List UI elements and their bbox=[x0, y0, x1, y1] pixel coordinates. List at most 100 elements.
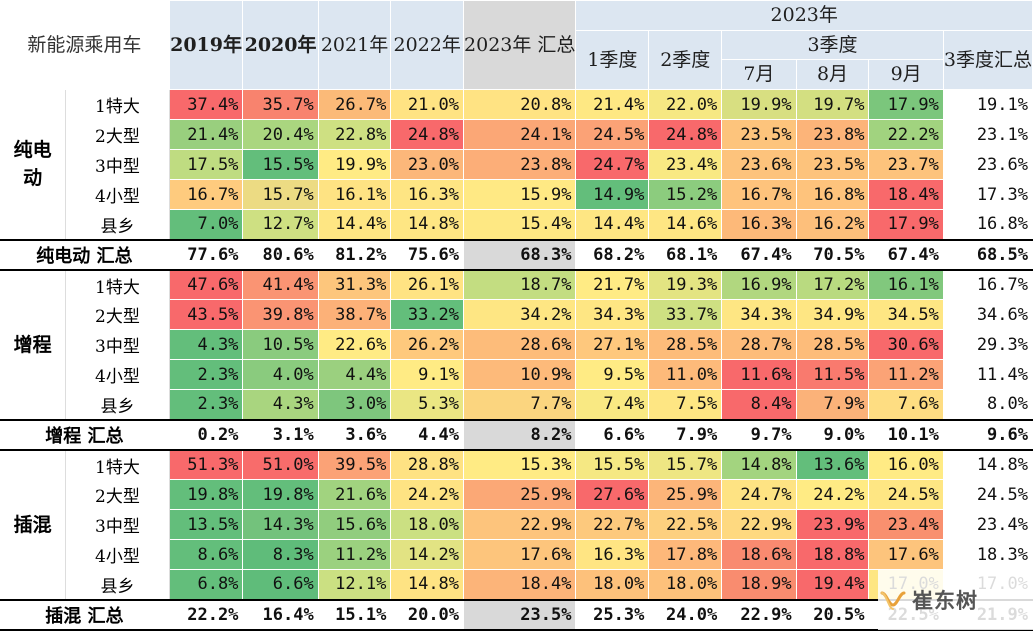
value-cell: 23.4% bbox=[942, 509, 1033, 540]
value-cell: 11.2% bbox=[317, 539, 392, 570]
value-cell: 7.4% bbox=[575, 389, 650, 420]
value-cell: 22.7% bbox=[575, 509, 650, 540]
value-cell: 28.6% bbox=[463, 329, 577, 360]
value-cell: 22.6% bbox=[317, 329, 392, 360]
table-row: 县乡 7.0% 12.7% 14.4% 14.8% 15.4% 14.4% 14.6% 16.3… bbox=[0, 209, 1033, 240]
value-cell: 17.6% bbox=[463, 539, 577, 570]
group-label: 纯电动 bbox=[0, 89, 67, 240]
value-cell: 34.5% bbox=[868, 299, 944, 330]
value-cell: 22.0% bbox=[648, 89, 723, 120]
watermark: 崔东树 bbox=[878, 570, 1033, 630]
value-cell: 15.6% bbox=[317, 509, 392, 540]
year-2022-header: 2022年 bbox=[390, 0, 465, 90]
value-cell: 8.0% bbox=[942, 389, 1033, 420]
value-cell: 22.9% bbox=[463, 509, 577, 540]
value-cell: 12.7% bbox=[242, 209, 319, 240]
total-cell: 68.5% bbox=[942, 238, 1033, 271]
value-cell: 4.0% bbox=[242, 359, 319, 390]
total-cell: 20.0% bbox=[390, 598, 465, 631]
table-row: 县乡 2.3% 4.3% 3.0% 5.3% 7.7% 7.4% 7.5% 8.4% 7.9% 7.… bbox=[0, 389, 1033, 420]
table-row: 2大型 21.4% 20.4% 22.8% 24.8% 24.1% 24.5% 24.8% 23… bbox=[0, 119, 1033, 150]
q3-header: 3季度 bbox=[721, 30, 944, 60]
value-cell: 30.6% bbox=[868, 329, 944, 360]
group-label: 插混 bbox=[0, 449, 67, 600]
value-cell: 41.4% bbox=[242, 269, 319, 300]
value-cell: 38.7% bbox=[317, 299, 392, 330]
total-row: 增程 汇总 0.2% 3.1% 3.6% 4.4% 8.2% 6.6% 7.9% 9.7% 9.0… bbox=[0, 418, 1033, 451]
value-cell: 21.6% bbox=[317, 479, 392, 510]
value-cell: 16.7% bbox=[168, 179, 244, 210]
value-cell: 18.0% bbox=[575, 569, 650, 600]
year-2020-header: 2020年 bbox=[242, 0, 319, 90]
summary-2023-header: 2023年 汇总 bbox=[463, 0, 577, 90]
total-cell: 22.9% bbox=[721, 598, 797, 631]
table-row: 4小型 16.7% 15.7% 16.1% 16.3% 15.9% 14.9% 15.2% 16… bbox=[0, 179, 1033, 210]
year-2019-header: 2019年 bbox=[168, 0, 244, 90]
value-cell: 31.3% bbox=[317, 269, 392, 300]
value-cell: 24.5% bbox=[868, 479, 944, 510]
value-cell: 16.0% bbox=[868, 449, 944, 480]
total-label: 增程 汇总 bbox=[0, 418, 170, 451]
total-cell: 68.1% bbox=[648, 238, 723, 271]
value-cell: 22.5% bbox=[648, 509, 723, 540]
value-cell: 14.6% bbox=[648, 209, 723, 240]
value-cell: 16.3% bbox=[721, 209, 797, 240]
value-cell: 27.1% bbox=[575, 329, 650, 360]
value-cell: 6.8% bbox=[168, 569, 244, 600]
total-cell: 68.3% bbox=[463, 238, 577, 271]
value-cell: 2.3% bbox=[168, 389, 244, 420]
value-cell: 24.8% bbox=[648, 119, 723, 150]
total-cell: 6.6% bbox=[575, 418, 650, 451]
value-cell: 19.4% bbox=[795, 569, 870, 600]
value-cell: 34.3% bbox=[575, 299, 650, 330]
q2-header: 2季度 bbox=[648, 30, 723, 90]
wechat-channel-icon bbox=[880, 591, 906, 610]
value-cell: 21.4% bbox=[575, 89, 650, 120]
value-cell: 26.1% bbox=[390, 269, 465, 300]
total-row: 纯电动 汇总 77.6% 80.6% 81.2% 75.6% 68.3% 68.2% 68.1… bbox=[0, 238, 1033, 271]
table-row: 3中型 4.3% 10.5% 22.6% 26.2% 28.6% 27.1% 28.5% 28.… bbox=[0, 329, 1033, 360]
total-cell: 24.0% bbox=[648, 598, 723, 631]
value-cell: 25.9% bbox=[463, 479, 577, 510]
row-label: 2大型 bbox=[65, 119, 170, 150]
value-cell: 15.7% bbox=[242, 179, 319, 210]
value-cell: 4.4% bbox=[317, 359, 392, 390]
value-cell: 22.9% bbox=[721, 509, 797, 540]
value-cell: 22.8% bbox=[317, 119, 392, 150]
total-cell: 4.4% bbox=[390, 418, 465, 451]
value-cell: 18.0% bbox=[390, 509, 465, 540]
value-cell: 39.5% bbox=[317, 449, 392, 480]
value-cell: 23.0% bbox=[390, 149, 465, 180]
q3-total-header: 3季度汇总 bbox=[942, 30, 1033, 90]
value-cell: 14.4% bbox=[575, 209, 650, 240]
value-cell: 23.6% bbox=[721, 149, 797, 180]
total-cell: 23.5% bbox=[463, 598, 577, 631]
value-cell: 24.5% bbox=[575, 119, 650, 150]
total-cell: 77.6% bbox=[168, 238, 244, 271]
value-cell: 16.2% bbox=[795, 209, 870, 240]
total-cell: 25.3% bbox=[575, 598, 650, 631]
row-label: 县乡 bbox=[65, 569, 170, 600]
value-cell: 23.4% bbox=[648, 149, 723, 180]
value-cell: 7.6% bbox=[868, 389, 944, 420]
value-cell: 15.4% bbox=[463, 209, 577, 240]
row-label: 4小型 bbox=[65, 539, 170, 570]
value-cell: 7.9% bbox=[795, 389, 870, 420]
value-cell: 29.3% bbox=[942, 329, 1033, 360]
total-cell: 22.2% bbox=[168, 598, 244, 631]
total-cell: 3.1% bbox=[242, 418, 319, 451]
value-cell: 14.8% bbox=[721, 449, 797, 480]
value-cell: 11.0% bbox=[648, 359, 723, 390]
value-cell: 19.3% bbox=[648, 269, 723, 300]
value-cell: 18.8% bbox=[795, 539, 870, 570]
month-9-header: 9月 bbox=[868, 59, 944, 90]
total-cell: 3.6% bbox=[317, 418, 392, 451]
value-cell: 19.8% bbox=[168, 479, 244, 510]
value-cell: 23.8% bbox=[795, 119, 870, 150]
value-cell: 39.8% bbox=[242, 299, 319, 330]
value-cell: 6.6% bbox=[242, 569, 319, 600]
value-cell: 11.6% bbox=[721, 359, 797, 390]
value-cell: 51.3% bbox=[168, 449, 244, 480]
value-cell: 18.3% bbox=[942, 539, 1033, 570]
total-cell: 68.2% bbox=[575, 238, 650, 271]
